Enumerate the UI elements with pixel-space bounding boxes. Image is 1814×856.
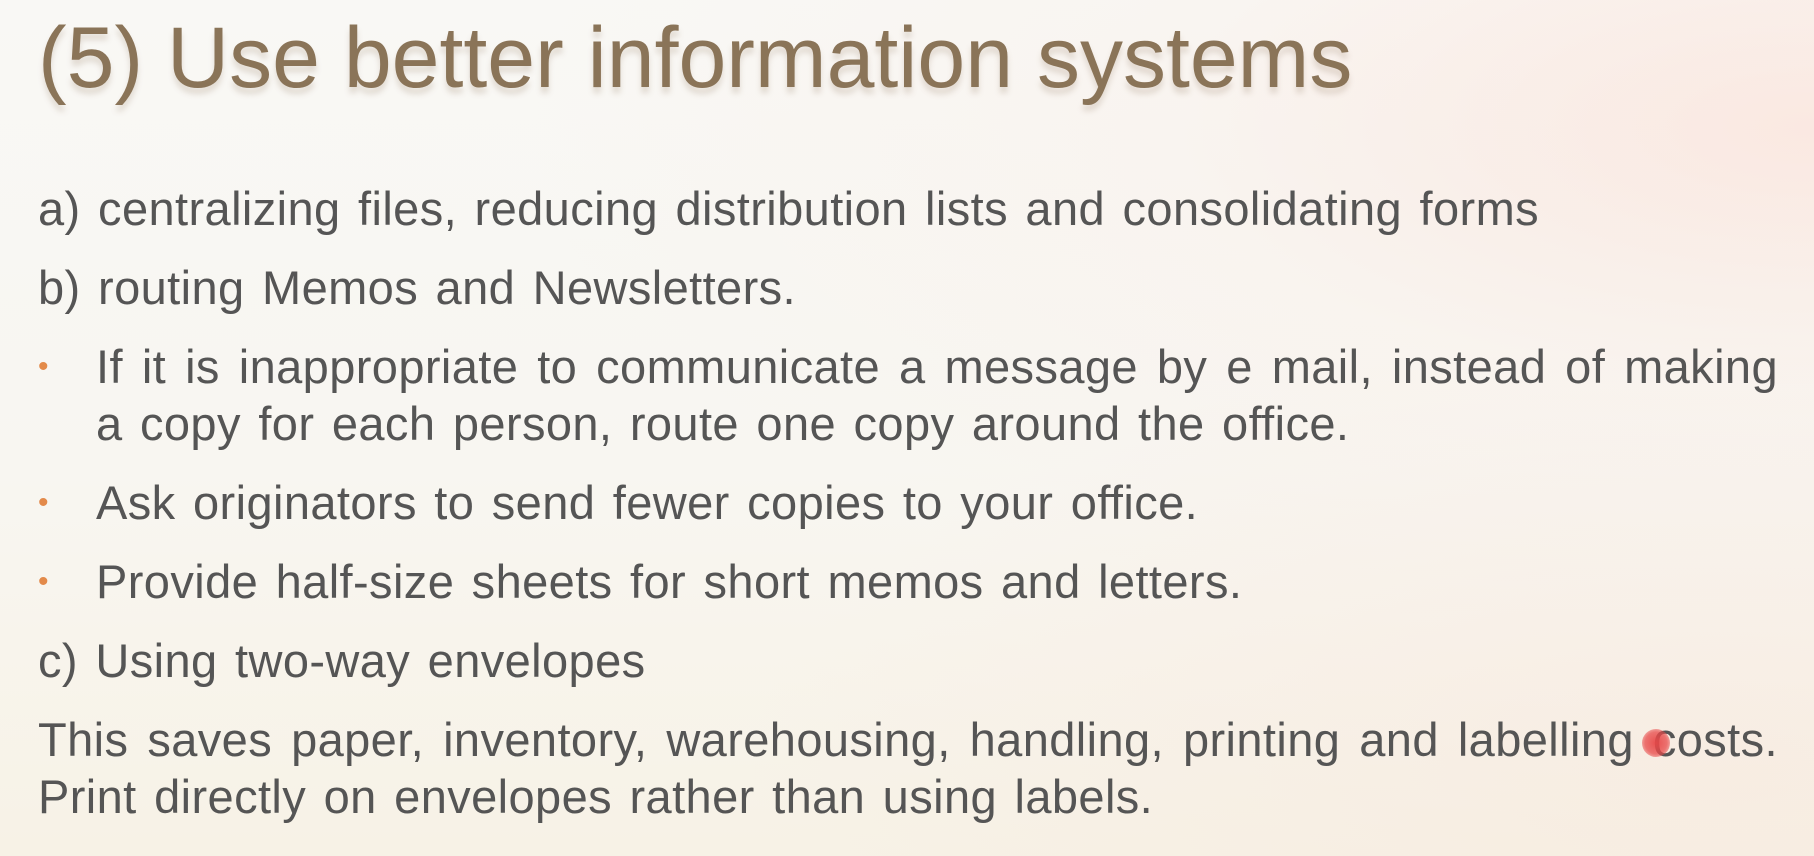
bullet-item: • If it is inappropriate to communicate … — [38, 338, 1778, 452]
item-b: b) routing Memos and Newsletters. — [38, 261, 796, 314]
bullet-icon: • — [38, 486, 49, 519]
closing-paragraph: This saves paper, inventory, warehousing… — [38, 713, 1778, 823]
slide-title: (5) Use better information systems — [38, 10, 1353, 106]
bullet-item: • Provide half-size sheets for short mem… — [38, 553, 1778, 610]
bullet-text: If it is inappropriate to communicate a … — [96, 340, 1778, 450]
item-a: a) centralizing files, reducing distribu… — [38, 182, 1540, 235]
bullet-icon: • — [38, 565, 49, 598]
laser-pointer-icon — [1642, 729, 1670, 757]
bullet-text: Provide half-size sheets for short memos… — [96, 555, 1243, 608]
bullet-text: Ask originators to send fewer copies to … — [96, 476, 1199, 529]
item-c: c) Using two-way envelopes — [38, 634, 646, 687]
bullet-item: • Ask originators to send fewer copies t… — [38, 474, 1778, 531]
bullet-icon: • — [38, 350, 49, 383]
slide-body: a) centralizing files, reducing distribu… — [38, 180, 1778, 847]
